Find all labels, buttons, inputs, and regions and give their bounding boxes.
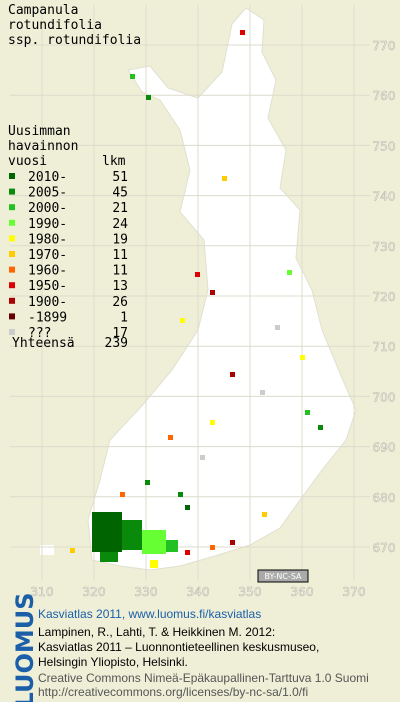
legend-label: 1960-	[28, 264, 67, 279]
footer-citation: Helsingin Yliopisto, Helsinki.	[38, 655, 188, 669]
y-axis-label: 730	[373, 240, 396, 254]
footer-license: http://creativecommons.org/licenses/by-n…	[38, 685, 308, 699]
y-axis-label: 720	[373, 290, 396, 304]
legend-swatch	[9, 297, 15, 304]
footer-citation: Lampinen, R., Lahti, T. & Heikkinen M. 2…	[38, 625, 275, 639]
finland-outline	[87, 7, 357, 571]
logo: LUOMUS	[11, 593, 39, 702]
legend-heading: Uusimman	[8, 124, 71, 139]
title-line: rotundifolia	[8, 18, 102, 33]
legend-swatch	[9, 235, 15, 242]
aland-islands	[40, 545, 54, 555]
y-axis-label: 740	[373, 190, 396, 204]
legend-count: 19	[112, 232, 128, 247]
footer-license: Creative Commons Nimeä-Epäkaupallinen-Ta…	[38, 671, 369, 685]
legend-heading: havainnon	[8, 139, 78, 154]
footer-link: Kasviatlas 2011, www.luomus.fi/kasviatla…	[38, 607, 261, 621]
legend-col-year: vuosi	[8, 154, 47, 169]
license-badge-text: BY-NC-SA	[264, 572, 302, 581]
legend-label: ???	[28, 326, 51, 341]
x-axis-label: 370	[343, 585, 366, 599]
legend-swatch	[9, 204, 15, 211]
legend-swatch	[9, 251, 15, 257]
legend-total-label: Yhteensä	[12, 336, 75, 351]
y-axis-label: 770	[373, 39, 396, 53]
legend-swatch	[9, 173, 15, 179]
y-axis-label: 690	[373, 441, 396, 455]
legend-label: 2000-	[28, 201, 67, 216]
x-axis-label: 330	[135, 585, 158, 599]
legend-count: 17	[112, 326, 128, 341]
y-axis-label: 680	[373, 491, 396, 505]
legend-label: 2005-	[28, 186, 67, 201]
x-axis-label: 340	[187, 585, 210, 599]
grid	[10, 5, 370, 580]
legend-swatch	[9, 329, 15, 335]
title-line: Campanula	[8, 3, 78, 18]
legend-count: 45	[112, 186, 128, 201]
legend-label: 1980-	[28, 232, 67, 247]
x-axis-label: 320	[83, 585, 106, 599]
legend-swatch	[9, 188, 15, 195]
legend-swatch	[9, 266, 15, 273]
legend-label: 1900-	[28, 295, 67, 310]
footer: Kasviatlas 2011, www.luomus.fi/kasviatla…	[38, 607, 369, 699]
legend-swatch	[9, 282, 15, 289]
legend-col-count: lkm	[102, 154, 126, 169]
legend-count: 21	[112, 201, 128, 216]
legend-swatch	[9, 313, 15, 320]
footer-citation: Kasviatlas 2011 – Luonnontieteellinen ke…	[38, 640, 319, 654]
title-line: ssp. rotundifolia	[8, 33, 141, 48]
y-axis-label: 710	[373, 340, 396, 354]
license-badge: BY-NC-SA	[257, 569, 309, 583]
legend-count: 11	[112, 264, 128, 279]
legend-label: 2010-	[28, 170, 67, 185]
legend-total-count: 239	[105, 336, 128, 351]
y-axis-label: 760	[373, 89, 396, 103]
legend-count: 13	[112, 279, 128, 294]
legend-label: 1950-	[28, 279, 67, 294]
legend-count: 26	[112, 295, 128, 310]
legend-count: 11	[112, 248, 128, 263]
x-axis-label: 350	[239, 585, 262, 599]
legend-label: -1899	[28, 310, 67, 325]
y-axis-label: 670	[373, 541, 396, 555]
legend-count: 51	[112, 170, 128, 185]
y-axis-label: 750	[373, 139, 396, 153]
legend-label: 1970-	[28, 248, 67, 263]
y-axis-label: 700	[373, 390, 396, 404]
occurrence-squares	[70, 30, 323, 568]
x-axis-label: 310	[31, 585, 54, 599]
legend-swatch	[9, 219, 15, 226]
legend-count: 1	[120, 310, 128, 325]
x-axis-label: 360	[291, 585, 314, 599]
legend-label: 1990-	[28, 217, 67, 232]
axes: 310 320 330 340 350 360 370 770 760 750 740 730 720 7…	[30, 39, 396, 600]
legend-count: 24	[112, 217, 128, 232]
